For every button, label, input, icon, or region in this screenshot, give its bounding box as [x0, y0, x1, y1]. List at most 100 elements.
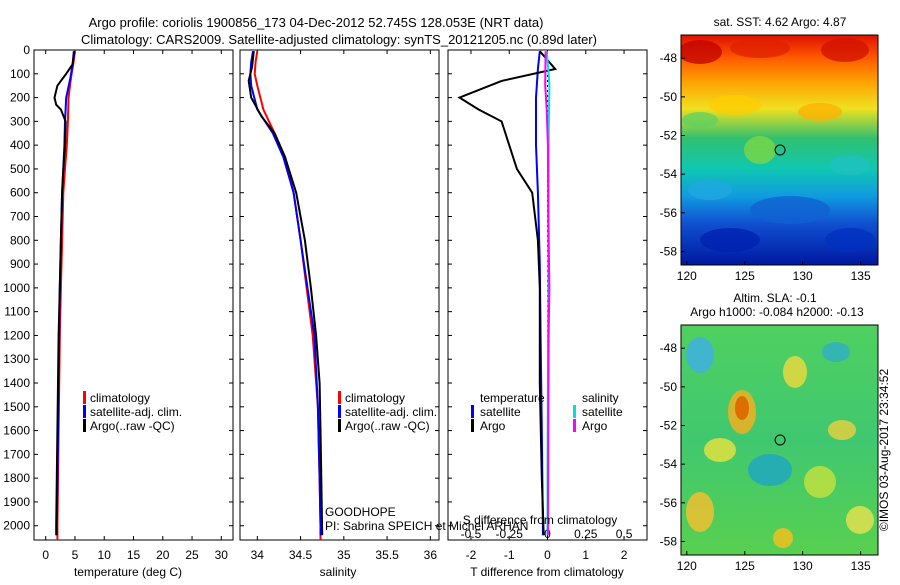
map-y-tick-label: -48	[660, 341, 678, 355]
x-tick-label: 2	[621, 548, 628, 562]
principal-investigator: PI: Sabrina SPEICH et Michel ARHAN	[325, 519, 528, 533]
map-x-tick-label: 130	[793, 559, 813, 573]
legend-label-satellite: satellite-adj. clim.	[345, 405, 437, 419]
x-tick-label: 36	[424, 548, 438, 562]
map-y-tick-label: -54	[660, 167, 678, 181]
map-y-tick-label: -50	[660, 90, 678, 104]
legend-swatch-argo	[83, 419, 86, 432]
legend-swatch-climatology	[338, 391, 341, 404]
depth-tick-label: 1600	[3, 424, 30, 438]
difference-plot: -2 -1 0 1 2-0.5 -0.25 0 0.25 0.5	[448, 49, 647, 562]
depth-tick-label: 100	[10, 67, 30, 81]
x-tick-label: 20	[156, 548, 170, 562]
temperature-plot: 0100200300400500600700800900100011001200…	[3, 43, 233, 562]
depth-tick-label: 1000	[3, 281, 30, 295]
x-tick-label: 5	[72, 548, 79, 562]
title-line-1: Argo profile: coriolis 1900856_173 04-De…	[89, 15, 544, 30]
sst-texture	[700, 228, 760, 252]
map-y-tick-label: -52	[660, 419, 678, 433]
sst-texture	[825, 228, 875, 252]
depth-tick-label: 400	[10, 138, 30, 152]
legend-label-satellite: satellite-adj. clim.	[90, 405, 182, 419]
temperature-axis-label: temperature (deg C)	[74, 565, 182, 579]
title-line-2: Climatology: CARS2009. Satellite-adjuste…	[81, 32, 597, 47]
map-x-tick-label: 130	[793, 269, 813, 283]
legend-label-climatology: climatology	[345, 391, 405, 405]
salinity-tick-label: -0.5	[461, 527, 482, 541]
sla-texture	[704, 438, 736, 462]
map-y-tick-label: -54	[660, 457, 678, 471]
sst-map-axes: 120 125 130 135 -48 -50 -52 -54 -56 -58	[660, 51, 871, 283]
depth-tick-label: 1700	[3, 447, 30, 461]
sst-map-frame	[680, 34, 879, 266]
x-tick-label: 15	[127, 548, 141, 562]
map-x-tick-label: 125	[735, 559, 755, 573]
depth-tick-label: 200	[10, 91, 30, 105]
depth-tick-label: 600	[10, 186, 30, 200]
sla-map-title: Altim. SLA: -0.1	[733, 291, 817, 305]
x-tick-label: 34	[251, 548, 265, 562]
map-x-tick-label: 120	[677, 269, 697, 283]
legend-label-argo: Argo(..raw -QC)	[90, 419, 175, 433]
legend-swatch-satellite	[83, 405, 86, 418]
sst-map-title: sat. SST: 4.62 Argo: 4.87	[714, 15, 847, 29]
series-line-argo	[247, 51, 324, 536]
legend-swatch-argo	[338, 419, 341, 432]
argo-float-marker	[774, 144, 786, 156]
x-tick-label: 1	[582, 548, 589, 562]
temperature-legend: climatology satellite-adj. clim. Argo(..…	[83, 391, 182, 433]
x-tick-label: 25	[185, 548, 199, 562]
legend-swatch-sal-satellite	[573, 405, 576, 418]
sla-texture	[822, 342, 850, 362]
legend-swatch-temp-argo	[471, 419, 474, 432]
map-y-tick-label: -58	[660, 244, 678, 258]
salinity-legend: climatology satellite-adj. clim. Argo(..…	[338, 391, 437, 433]
x-tick-label: 35.5	[375, 548, 399, 562]
depth-tick-label: 1400	[3, 376, 30, 390]
x-tick-label: 35	[337, 548, 351, 562]
map-y-tick-label: -58	[660, 534, 678, 548]
sla-texture	[773, 528, 793, 548]
salinity-plot: 34 34.5 35 35.5 36	[240, 49, 439, 562]
depth-tick-label: 1500	[3, 400, 30, 414]
depth-tick-label: 1100	[4, 305, 30, 319]
imos-credit: ©IMOS 03-Aug-2017 23:34:52	[877, 369, 891, 532]
series-line-climatology	[253, 51, 322, 540]
sst-texture	[730, 38, 790, 58]
sst-texture	[744, 136, 776, 164]
depth-tick-label: 0	[23, 43, 30, 57]
sst-texture	[798, 103, 842, 121]
x-tick-label: 0	[42, 548, 49, 562]
sla-texture	[735, 396, 749, 420]
depth-tick-label: 1800	[3, 471, 30, 485]
sla-map-axes: 120 125 130 135 -48 -50 -52 -54 -56 -58	[660, 341, 871, 573]
sla-texture	[804, 466, 836, 498]
x-tick-label: -2	[466, 548, 477, 562]
x-tick-label: 0	[544, 548, 551, 562]
difference-temperature-legend: temperature satellite Argo	[471, 391, 545, 433]
series-line-temperature-argo	[457, 50, 558, 536]
depth-tick-label: 700	[10, 210, 30, 224]
temperature-plot-frame	[33, 49, 234, 541]
salinity-tick-label: 0.5	[616, 527, 633, 541]
sst-texture	[682, 112, 718, 128]
map-x-tick-label: 135	[851, 269, 871, 283]
legend-title-salinity: salinity	[582, 391, 619, 405]
t-difference-axis-label: T difference from climatology	[470, 565, 624, 579]
depth-tick-label: 800	[10, 233, 30, 247]
sst-texture	[830, 155, 870, 175]
map-y-tick-label: -56	[660, 206, 678, 220]
sla-texture	[783, 356, 807, 388]
legend-label-argo: Argo(..raw -QC)	[345, 419, 430, 433]
sla-texture	[686, 337, 714, 373]
series-line-salinity-argo	[544, 51, 551, 536]
legend-swatch-climatology	[83, 391, 86, 404]
sst-map	[681, 35, 878, 265]
salinity-axis-label: salinity	[320, 565, 357, 579]
depth-tick-label: 1300	[3, 352, 30, 366]
x-tick-label: 10	[98, 548, 112, 562]
sst-texture	[688, 180, 732, 200]
x-tick-label: -1	[504, 548, 515, 562]
